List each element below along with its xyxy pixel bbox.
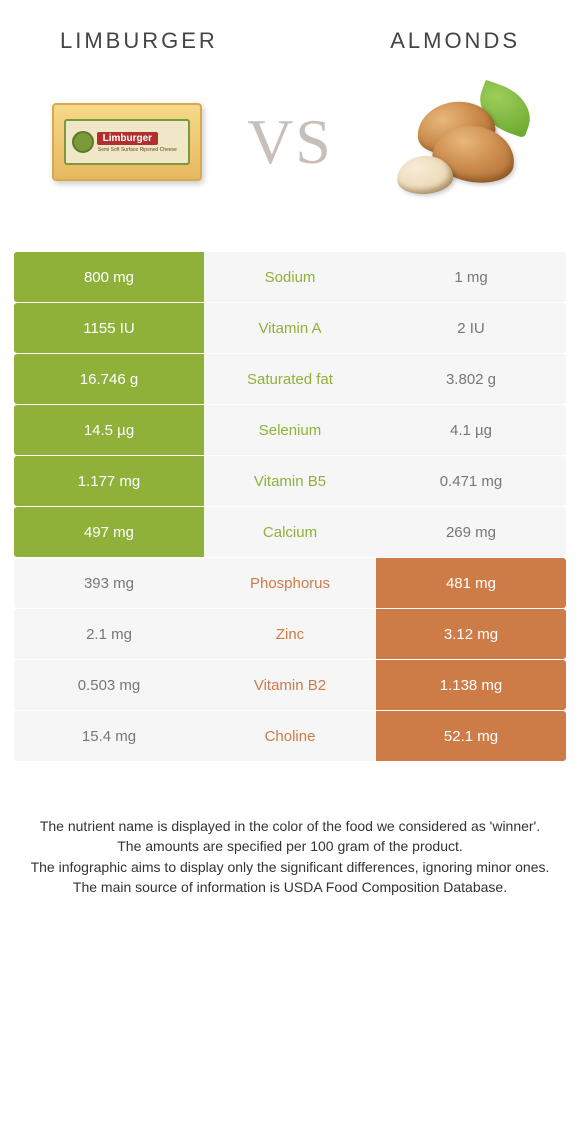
table-row: 800 mgSodium1 mg <box>14 252 566 303</box>
vs-label: VS <box>247 105 333 179</box>
table-row: 15.4 mgCholine52.1 mg <box>14 711 566 762</box>
footer-line: The nutrient name is displayed in the co… <box>30 816 550 836</box>
cheese-icon: Limburger Semi Soft Surface Ripened Chee… <box>52 103 202 181</box>
table-row: 14.5 µgSelenium4.1 µg <box>14 405 566 456</box>
right-value: 52.1 mg <box>376 711 566 761</box>
nutrient-name: Selenium <box>204 405 376 455</box>
nutrient-name: Choline <box>204 711 376 761</box>
nutrient-name: Vitamin B5 <box>204 456 376 506</box>
right-value: 4.1 µg <box>376 405 566 455</box>
footer-line: The amounts are specified per 100 gram o… <box>30 836 550 856</box>
title-left: LIMBURGER <box>60 28 218 54</box>
right-value: 3.12 mg <box>376 609 566 659</box>
nutrient-name: Zinc <box>204 609 376 659</box>
left-value: 497 mg <box>14 507 204 557</box>
left-value: 16.746 g <box>14 354 204 404</box>
left-value: 1155 IU <box>14 303 204 353</box>
right-value: 2 IU <box>376 303 566 353</box>
cheese-label: Limburger Semi Soft Surface Ripened Chee… <box>64 119 190 165</box>
table-row: 497 mgCalcium269 mg <box>14 507 566 558</box>
nutrient-name: Vitamin A <box>204 303 376 353</box>
nutrient-name: Sodium <box>204 252 376 302</box>
header-titles: LIMBURGER ALMONDS <box>0 0 580 72</box>
nutrient-name: Saturated fat <box>204 354 376 404</box>
footer-line: The infographic aims to display only the… <box>30 857 550 877</box>
nutrient-table: 800 mgSodium1 mg1155 IUVitamin A2 IU16.7… <box>0 252 580 762</box>
left-value: 393 mg <box>14 558 204 608</box>
footer-notes: The nutrient name is displayed in the co… <box>0 762 580 897</box>
left-value: 15.4 mg <box>14 711 204 761</box>
nutrient-name: Vitamin B2 <box>204 660 376 710</box>
right-value: 1 mg <box>376 252 566 302</box>
table-row: 16.746 gSaturated fat3.802 g <box>14 354 566 405</box>
cheese-brand-text: Limburger <box>97 132 158 145</box>
nutrient-name: Phosphorus <box>204 558 376 608</box>
right-value: 269 mg <box>376 507 566 557</box>
table-row: 1.177 mgVitamin B50.471 mg <box>14 456 566 507</box>
limburger-image: Limburger Semi Soft Surface Ripened Chee… <box>42 82 212 202</box>
right-value: 0.471 mg <box>376 456 566 506</box>
title-right: ALMONDS <box>390 28 520 54</box>
table-row: 393 mgPhosphorus481 mg <box>14 558 566 609</box>
hero-row: Limburger Semi Soft Surface Ripened Chee… <box>0 72 580 252</box>
table-row: 2.1 mgZinc3.12 mg <box>14 609 566 660</box>
almond-icon <box>373 82 533 202</box>
left-value: 2.1 mg <box>14 609 204 659</box>
footer-line: The main source of information is USDA F… <box>30 877 550 897</box>
table-row: 1155 IUVitamin A2 IU <box>14 303 566 354</box>
right-value: 3.802 g <box>376 354 566 404</box>
right-value: 481 mg <box>376 558 566 608</box>
infographic-container: LIMBURGER ALMONDS Limburger Semi Soft Su… <box>0 0 580 897</box>
left-value: 800 mg <box>14 252 204 302</box>
nutrient-name: Calcium <box>204 507 376 557</box>
cheese-stamp-icon <box>72 131 94 153</box>
table-row: 0.503 mgVitamin B21.138 mg <box>14 660 566 711</box>
left-value: 1.177 mg <box>14 456 204 506</box>
almonds-image <box>368 82 538 202</box>
left-value: 0.503 mg <box>14 660 204 710</box>
left-value: 14.5 µg <box>14 405 204 455</box>
right-value: 1.138 mg <box>376 660 566 710</box>
